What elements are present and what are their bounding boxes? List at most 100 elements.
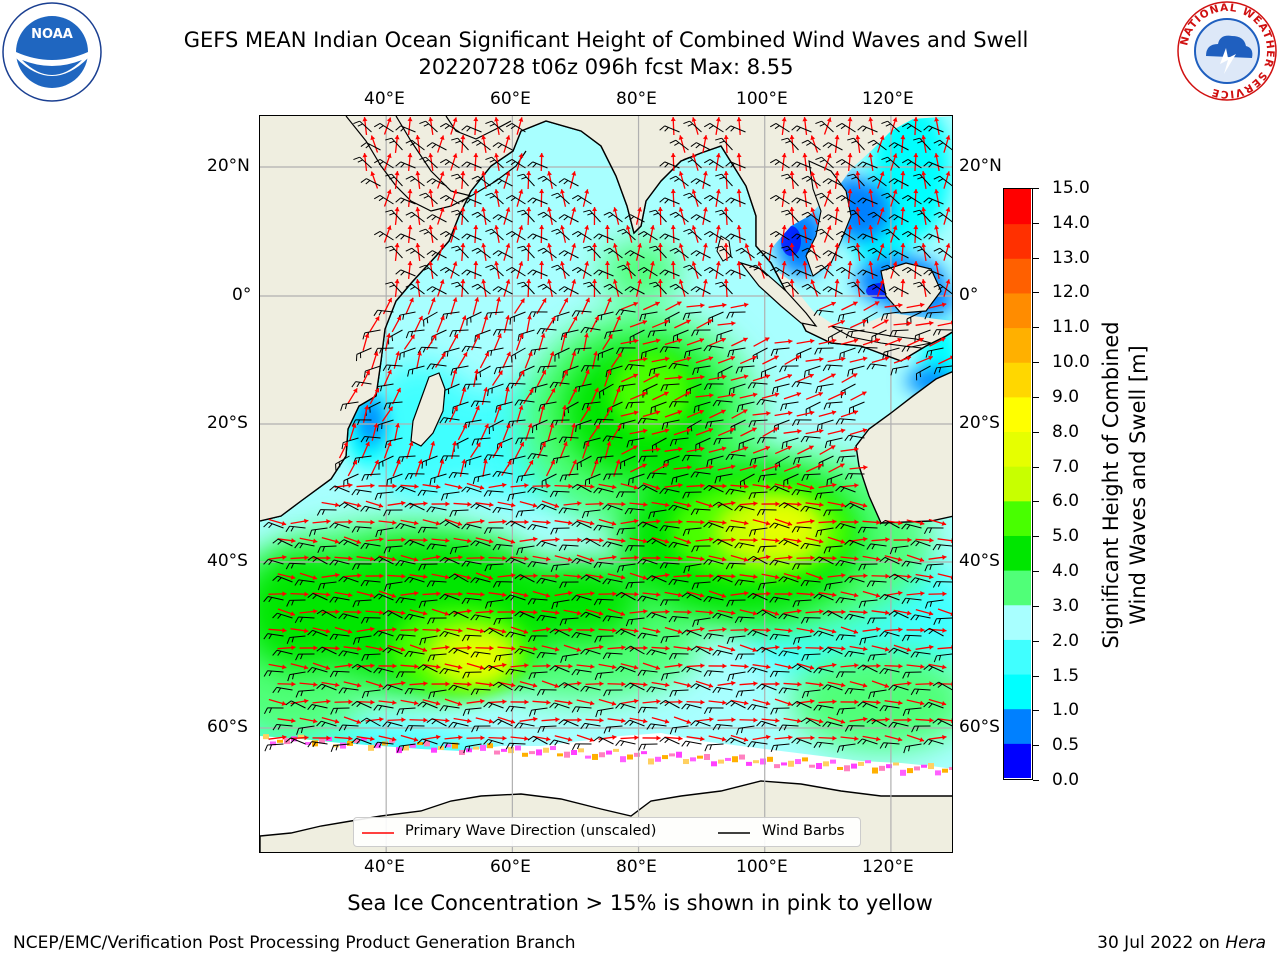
wind-barb <box>470 614 491 621</box>
wind-barb <box>835 266 856 277</box>
wave-direction-arrow <box>827 572 846 578</box>
wave-direction-arrow <box>334 662 353 668</box>
wind-barb <box>725 197 746 205</box>
wind-barb <box>800 435 821 443</box>
wave-direction-arrow <box>796 518 815 524</box>
wind-barb <box>910 614 931 621</box>
colorbar-tick-mark <box>1033 362 1039 364</box>
sea-ice-cell <box>823 761 829 767</box>
wave-direction-arrow <box>753 337 770 347</box>
wave-direction-arrow <box>739 574 758 580</box>
wave-direction-arrow <box>868 117 874 135</box>
wave-direction-arrow <box>473 224 479 244</box>
wind-barb <box>351 526 372 533</box>
wind-barb <box>505 705 526 713</box>
wave-direction-arrow <box>576 627 595 633</box>
sea-ice-cell <box>508 747 514 754</box>
wind-barb <box>462 671 482 679</box>
wind-barb <box>691 545 711 553</box>
wind-barb <box>373 194 394 205</box>
wave-direction-arrow <box>642 447 661 453</box>
wind-barb <box>769 158 790 169</box>
wave-direction-arrow <box>670 188 676 208</box>
wind-barb <box>836 671 856 679</box>
wave-direction-arrow <box>409 574 428 580</box>
wave-direction-arrow <box>827 645 846 651</box>
map-panel <box>259 115 953 853</box>
wave-direction-arrow <box>598 518 617 526</box>
sea-ice-cell <box>578 748 584 753</box>
wave-direction-arrow <box>649 261 655 279</box>
wind-barb <box>624 719 645 727</box>
wave-direction-arrow <box>629 356 648 362</box>
wave-direction-arrow <box>466 735 485 741</box>
wave-direction-arrow <box>321 716 340 724</box>
wind-barb <box>329 559 350 566</box>
sea-ice-cell <box>557 753 563 757</box>
wave-direction-arrow <box>277 573 296 580</box>
wind-barb <box>616 527 636 536</box>
wind-barb <box>640 347 658 360</box>
right-lat-tick: 40°S <box>959 551 1000 571</box>
wave-direction-arrow <box>475 502 494 508</box>
wind-barb <box>624 214 645 223</box>
noaa-center-text: NOAA <box>31 27 73 42</box>
wave-direction-arrow <box>580 406 591 422</box>
wind-barb <box>514 574 535 583</box>
wave-direction-arrow <box>696 319 713 329</box>
wind-barb <box>681 740 702 747</box>
wave-direction-arrow <box>818 519 837 525</box>
wind-barb <box>888 647 909 655</box>
wind-barb <box>571 669 592 676</box>
sea-ice-cell <box>725 757 731 761</box>
wave-direction-arrow <box>519 536 538 542</box>
wind-barb <box>800 717 821 727</box>
wind-barb <box>844 502 865 511</box>
wind-barb <box>426 718 447 727</box>
wind-barb <box>756 250 777 259</box>
wave-direction-arrow <box>383 153 392 171</box>
wave-direction-arrow <box>392 387 401 405</box>
wave-direction-arrow <box>862 555 881 562</box>
wind-barb <box>492 718 513 727</box>
wind-barb <box>470 400 491 408</box>
wind-barb <box>725 161 746 169</box>
sea-ice-cell <box>263 734 269 740</box>
wind-barb <box>418 599 438 608</box>
sea-ice-cell <box>872 767 878 774</box>
wind-barb <box>464 455 482 468</box>
wave-direction-arrow <box>576 591 595 597</box>
wave-direction-arrow <box>268 627 287 633</box>
wave-direction-arrow <box>365 536 384 542</box>
wave-direction-arrow <box>457 423 468 441</box>
wave-direction-arrow <box>321 645 340 651</box>
wind-barb <box>682 527 702 536</box>
wave-direction-arrow <box>695 356 714 364</box>
wave-direction-arrow <box>686 446 705 453</box>
sea-ice-cell <box>739 754 745 760</box>
wind-barb <box>428 689 447 699</box>
wind-barb <box>558 250 579 259</box>
wind-barb <box>629 329 645 344</box>
wave-direction-arrow <box>664 699 683 705</box>
wind-barb <box>385 245 403 259</box>
wave-direction-arrow <box>361 441 370 459</box>
wind-barb <box>734 579 755 586</box>
wind-barb <box>484 563 504 572</box>
wave-direction-arrow <box>893 355 912 364</box>
wind-barb <box>728 383 746 396</box>
wave-direction-arrow <box>563 644 582 652</box>
wave-direction-arrow <box>635 279 643 297</box>
wave-direction-arrow <box>475 609 494 615</box>
wind-barb <box>624 363 645 371</box>
wave-direction-arrow <box>805 645 824 651</box>
wind-barb <box>373 158 394 169</box>
wind-barb <box>690 508 711 516</box>
wind-barb <box>461 197 482 205</box>
wind-barb <box>781 437 799 450</box>
colorbar-segment <box>1004 604 1031 640</box>
wind-barb <box>639 311 658 322</box>
colorbar-segment <box>1004 431 1031 467</box>
wind-barb <box>571 557 592 565</box>
wave-direction-arrow <box>827 716 846 724</box>
